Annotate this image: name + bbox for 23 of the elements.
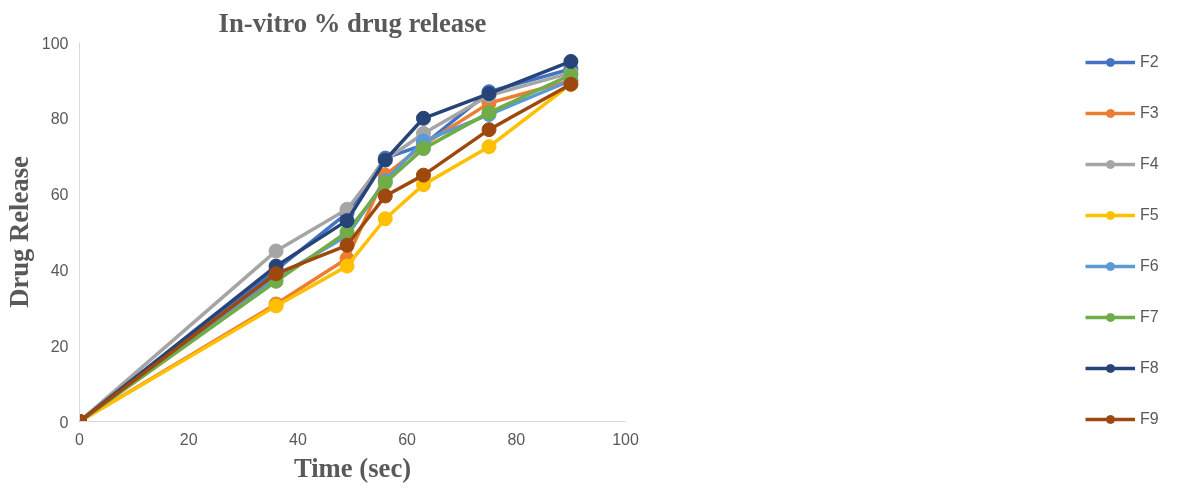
y-axis-title: Drug Release bbox=[3, 155, 34, 308]
legend-label: F4 bbox=[1140, 155, 1160, 173]
legend-label: F7 bbox=[1140, 308, 1160, 326]
x-tick-label: 100 bbox=[612, 430, 639, 448]
legend-label: F2 bbox=[1140, 53, 1160, 71]
y-tick-label: 40 bbox=[50, 261, 69, 279]
x-tick-label: 20 bbox=[179, 430, 198, 448]
x-tick-label: 60 bbox=[398, 430, 417, 448]
legend-label: F5 bbox=[1140, 206, 1160, 224]
legend-label: F9 bbox=[1140, 410, 1160, 428]
x-axis-title: Time (sec) bbox=[293, 452, 412, 483]
x-tick-label: 80 bbox=[507, 430, 526, 448]
legend-label: F3 bbox=[1140, 104, 1160, 122]
y-tick-label: 0 bbox=[59, 413, 69, 431]
legend-label: F8 bbox=[1140, 359, 1160, 377]
y-tick-label: 20 bbox=[50, 337, 69, 355]
legend-label: F6 bbox=[1140, 257, 1160, 275]
x-tick-label: 0 bbox=[75, 430, 85, 448]
chart-title: In-vitro % drug release bbox=[218, 7, 487, 38]
y-tick-label: 80 bbox=[50, 110, 69, 128]
y-tick-label: 60 bbox=[50, 186, 69, 204]
y-tick-label: 100 bbox=[41, 34, 69, 52]
x-tick-label: 40 bbox=[289, 430, 307, 448]
